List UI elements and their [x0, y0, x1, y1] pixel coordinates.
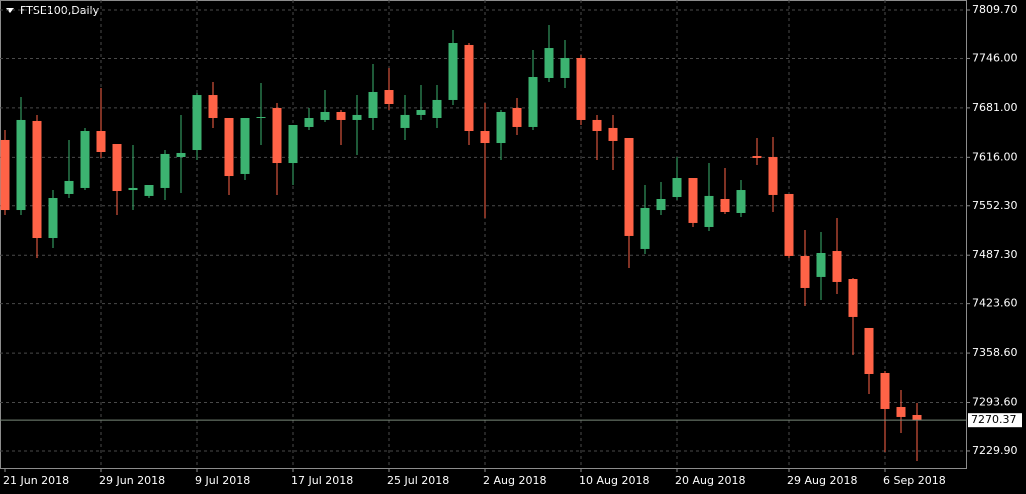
candle-body — [224, 117, 234, 177]
title-arrow — [6, 8, 14, 13]
candle-body — [240, 117, 250, 174]
candle-body — [704, 195, 714, 227]
candle-body — [320, 111, 330, 120]
candle-body — [432, 99, 442, 118]
x-tick-label: 17 Jul 2018 — [291, 474, 353, 487]
candle-body — [656, 198, 666, 211]
candle-body — [256, 117, 266, 119]
candle-body — [112, 144, 122, 192]
candle-body — [880, 373, 890, 409]
x-tick-label: 25 Jul 2018 — [387, 474, 449, 487]
x-tick-label: 2 Aug 2018 — [483, 474, 546, 487]
candle-body — [160, 153, 170, 188]
x-tick-label: 9 Jul 2018 — [195, 474, 250, 487]
candle-body — [592, 119, 602, 132]
candle-body — [128, 187, 138, 191]
candle-body — [816, 252, 826, 277]
candle-body — [720, 198, 730, 213]
candle-body — [368, 91, 378, 118]
candle-body — [96, 131, 106, 152]
current-price-box — [968, 413, 1022, 428]
x-tick-label: 21 Jun 2018 — [3, 474, 69, 487]
candle-body — [800, 255, 810, 288]
candle-body — [528, 77, 538, 127]
chart-title: FTSE100,Daily — [20, 4, 100, 17]
candle-body — [736, 190, 746, 213]
candle-body — [208, 95, 218, 118]
candle-body — [64, 180, 74, 194]
y-tick-label: 7552.30 — [972, 199, 1018, 212]
candle-body — [640, 207, 650, 249]
candle-body — [400, 114, 410, 128]
candle-body — [832, 251, 842, 282]
y-tick-label: 7681.00 — [972, 101, 1018, 114]
candle-body — [0, 139, 10, 211]
candle-body — [288, 124, 298, 164]
candle-body — [784, 193, 794, 256]
x-tick-label: 10 Aug 2018 — [579, 474, 649, 487]
candle-body — [688, 178, 698, 223]
candle-body — [176, 152, 186, 158]
candle-body — [304, 117, 314, 127]
y-tick-label: 7746.00 — [972, 51, 1018, 64]
candle-body — [464, 44, 474, 132]
candle-body — [32, 120, 42, 239]
candle-body — [768, 157, 778, 195]
y-tick-label: 7423.60 — [972, 297, 1018, 310]
candle-body — [864, 327, 874, 374]
candle-body — [16, 119, 26, 211]
candle-body — [384, 90, 394, 105]
candle-body — [912, 414, 922, 421]
candle-body — [448, 43, 458, 100]
candle-body — [576, 57, 586, 120]
candle-body — [608, 127, 618, 141]
candle-body — [480, 131, 490, 144]
candle-body — [752, 156, 762, 159]
candle-body — [512, 107, 522, 127]
y-tick-label: 7616.00 — [972, 150, 1018, 163]
candle-body — [80, 131, 90, 188]
plot-frame — [0, 0, 967, 469]
x-tick-label: 29 Jun 2018 — [99, 474, 165, 487]
candle-body — [624, 138, 634, 236]
current-price-label: 7270.37 — [971, 413, 1017, 426]
candle-body — [192, 95, 202, 151]
candle-body — [496, 111, 506, 144]
x-tick-label: 29 Aug 2018 — [787, 474, 857, 487]
x-tick-label: 20 Aug 2018 — [675, 474, 745, 487]
candle-body — [896, 407, 906, 417]
y-tick-label: 7487.30 — [972, 248, 1018, 261]
candle-body — [672, 178, 682, 198]
y-tick-label: 7293.60 — [972, 396, 1018, 409]
candle-body — [144, 185, 154, 196]
candle-body — [848, 279, 858, 317]
y-tick-label: 7229.90 — [972, 444, 1018, 457]
candle-body — [560, 57, 570, 78]
y-tick-label: 7358.60 — [972, 346, 1018, 359]
candle-body — [352, 114, 362, 120]
candle-body — [416, 110, 426, 115]
y-tick-label: 7809.70 — [972, 3, 1018, 16]
candle-body — [48, 198, 58, 239]
candle-body — [272, 107, 282, 164]
candle-body — [544, 48, 554, 78]
x-tick-label: 6 Sep 2018 — [883, 474, 946, 487]
candle-body — [336, 111, 346, 120]
